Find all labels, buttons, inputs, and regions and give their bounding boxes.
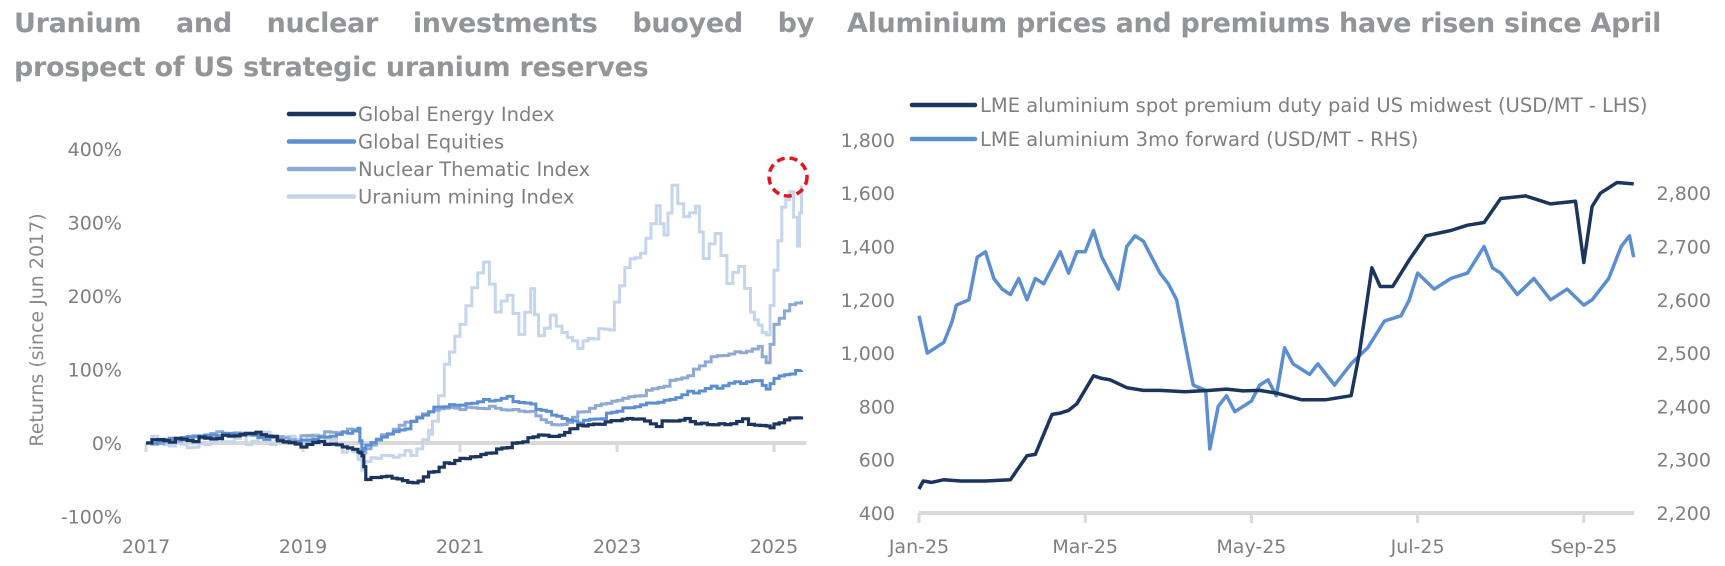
left-y-tick-labels: 400% 300% 200% 100% 0% -100% [61, 139, 122, 529]
left-y-tick-label: 300% [68, 213, 122, 235]
left-series-group [146, 183, 804, 485]
series-line-lme-aluminium-3mo-forward-usd-mt-rhs [917, 228, 1636, 451]
right-x-tick-label: Mar-25 [1052, 536, 1118, 558]
series-line-uranium-mining-index [146, 183, 803, 472]
right-left-y-tick-label: 1,800 [841, 130, 895, 152]
right-left-y-tick-label: 1,000 [841, 343, 895, 365]
right-left-y-tick-labels: 1,800 1,600 1,400 1,200 1,000 800 600 400 [841, 130, 895, 525]
right-chart: 1,800 1,600 1,400 1,200 1,000 800 600 400 2,800… [841, 94, 1711, 558]
right-series-group [917, 180, 1636, 490]
right-left-y-tick-label: 1,200 [841, 290, 895, 312]
left-y-tick-label: 200% [68, 286, 122, 308]
right-x-tick-labels: Jan-25 Mar-25 May-25 Jul-25 Sep-25 [888, 513, 1617, 558]
left-y-tick-label: -100% [61, 507, 122, 529]
right-legend-label: LME aluminium 3mo forward (USD/MT - RHS) [980, 128, 1418, 151]
right-x-tick-label: Sep-25 [1550, 536, 1617, 558]
series-line-global-energy-index [146, 416, 804, 485]
left-y-tick-label: 100% [68, 360, 122, 382]
right-right-y-tick-label: 2,500 [1657, 343, 1711, 365]
highlight-circle-annotation [767, 156, 809, 198]
left-legend-label: Global Equities [358, 131, 504, 154]
left-legend-label: Uranium mining Index [358, 186, 574, 209]
left-x-tick-label: 2025 [750, 536, 798, 558]
left-y-axis-title: Returns (since Jun 2017) [26, 213, 48, 446]
right-right-y-tick-label: 2,800 [1657, 183, 1711, 205]
right-x-tick-label: Jul-25 [1390, 536, 1445, 558]
right-chart-title: Aluminium prices and premiums have risen… [847, 8, 1662, 39]
right-left-y-tick-label: 600 [859, 450, 895, 472]
series-line-global-equities [146, 369, 803, 452]
right-left-y-tick-label: 1,600 [841, 183, 895, 205]
series-line-lme-aluminium-spot-premium-duty-paid-us-midwest-usd-mt-lhs [917, 180, 1634, 490]
left-x-tick-label: 2021 [436, 536, 484, 558]
right-legend: LME aluminium spot premium duty paid US … [909, 94, 1647, 151]
left-legend: Global Energy Index Global Equities Nuclea… [286, 103, 590, 209]
right-right-y-tick-label: 2,200 [1657, 503, 1711, 525]
right-left-y-tick-label: 800 [859, 396, 895, 418]
left-x-tick-label: 2019 [279, 536, 327, 558]
left-y-tick-label: 0% [92, 433, 122, 455]
left-x-tick-label: 2023 [593, 536, 641, 558]
right-left-y-tick-label: 400 [859, 503, 895, 525]
left-y-tick-label: 400% [68, 139, 122, 161]
right-legend-label: LME aluminium spot premium duty paid US … [980, 94, 1647, 117]
right-x-tick-label: May-25 [1216, 536, 1286, 558]
right-right-y-tick-label: 2,400 [1657, 396, 1711, 418]
left-x-tick-labels: 2017 2019 2021 2023 2025 [122, 443, 798, 558]
right-x-tick-label: Jan-25 [888, 536, 949, 558]
right-right-y-tick-label: 2,600 [1657, 290, 1711, 312]
right-left-y-tick-label: 1,400 [841, 237, 895, 259]
left-chart: Returns (since Jun 2017) 400% 300% 200% 100… [26, 103, 809, 558]
left-chart-title: Uranium and nuclear investments buoyed b… [14, 8, 814, 83]
left-legend-label: Global Energy Index [358, 103, 555, 126]
right-right-y-tick-label: 2,700 [1657, 237, 1711, 259]
right-right-y-tick-label: 2,300 [1657, 450, 1711, 472]
right-right-y-tick-labels: 2,800 2,700 2,600 2,500 2,400 2,300 2,200 [1657, 183, 1711, 525]
left-legend-label: Nuclear Thematic Index [358, 158, 590, 181]
left-x-tick-label: 2017 [122, 536, 170, 558]
